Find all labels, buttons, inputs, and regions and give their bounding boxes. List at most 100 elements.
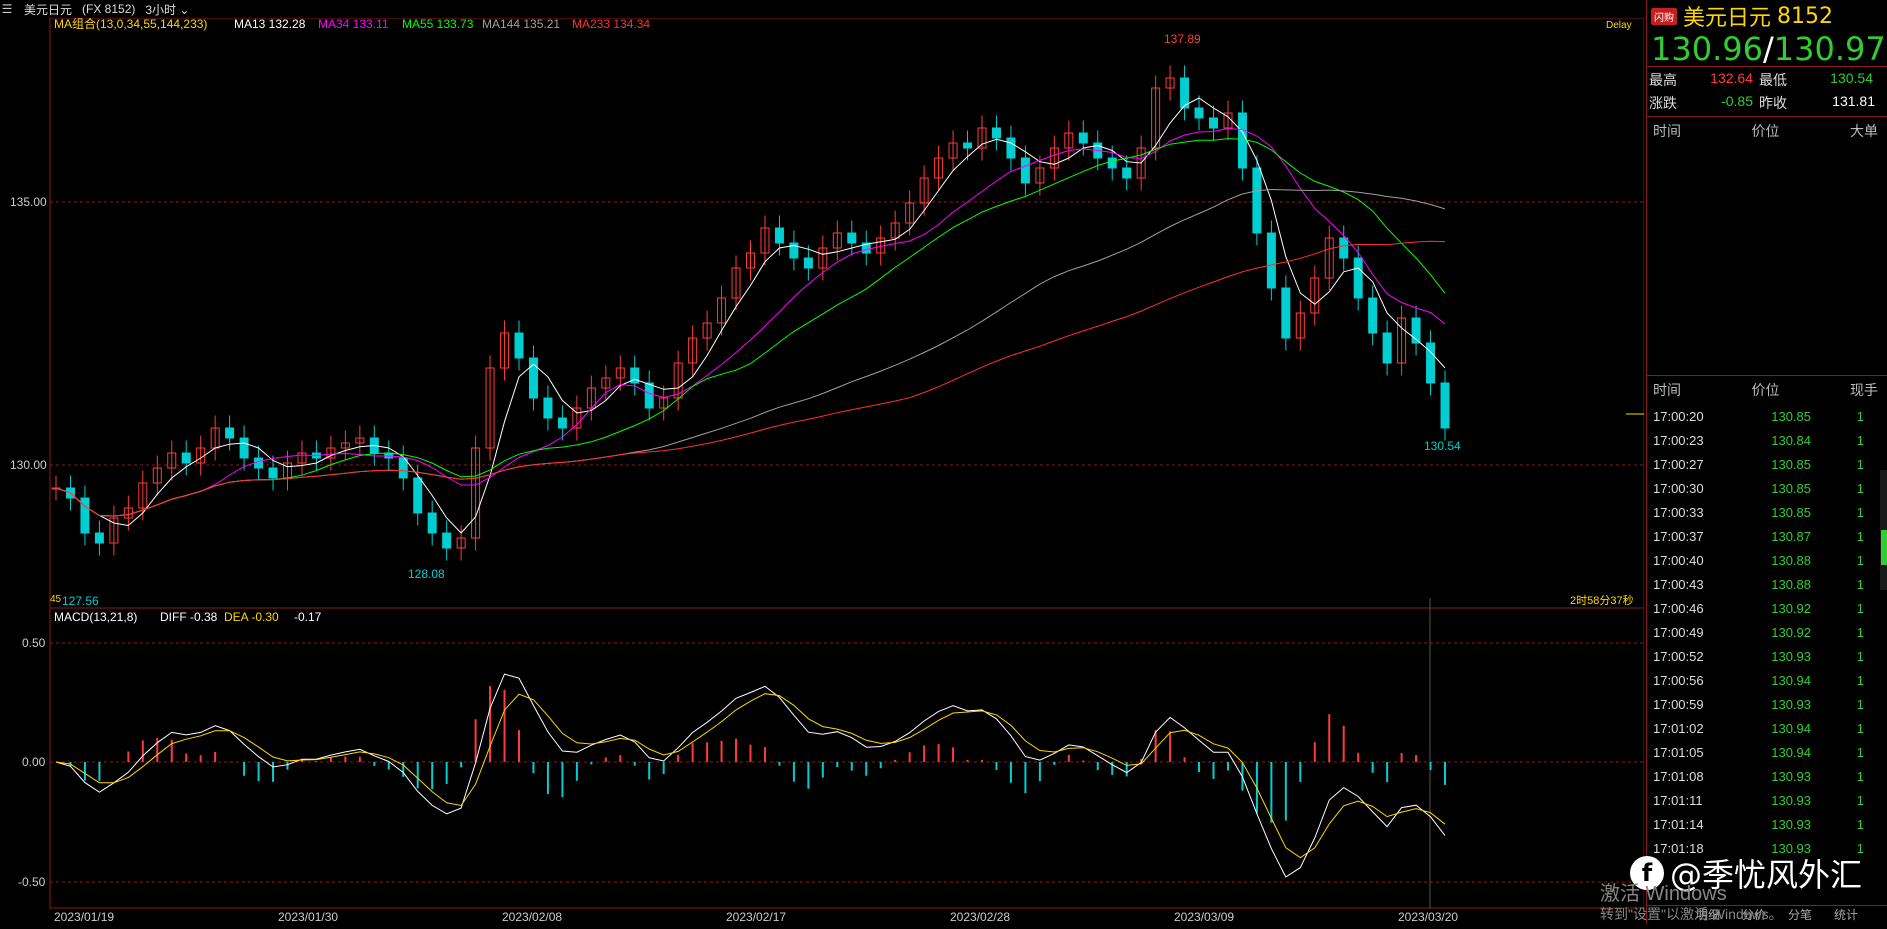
ma-legend: MA组合(13,0,34,55,144,233) MA13 132.28 MA3… (54, 18, 650, 31)
ma13-label: MA13 132.28 (234, 18, 306, 31)
tick-price: 130.93 (1771, 816, 1811, 832)
tick-row: 17:00:49 130.92 1 (1647, 620, 1887, 644)
tab-detail[interactable]: 明细 (1696, 908, 1721, 922)
tick-volume: 1 (1856, 768, 1864, 784)
tab-stats[interactable]: 统计 (1834, 908, 1859, 922)
y-label-135: 135.00 (10, 195, 47, 209)
price-chart-svg[interactable]: 135.00 130.00 0.50 0.00 -0.50 MA组合(13,0,… (0, 16, 1645, 924)
tab-trades[interactable]: 分笔 (1788, 908, 1813, 922)
candle-body (832, 232, 842, 249)
low-value: 130.54 (1830, 70, 1873, 86)
change-value: -0.85 (1721, 93, 1753, 109)
candle-body (673, 362, 683, 399)
quote-title: 闪购 美元日元 8152 (1647, 0, 1887, 32)
candle-body (1281, 287, 1291, 339)
candle-body (615, 367, 625, 379)
candle-body (1339, 237, 1349, 259)
tick-volume: 1 (1856, 672, 1864, 688)
period-selector[interactable]: 3小时 ⌄ (145, 2, 190, 17)
candle-body (326, 447, 336, 459)
candle-body (1368, 297, 1378, 334)
candle-body (1266, 232, 1276, 289)
tick-time: 17:00:43 (1653, 576, 1704, 592)
tab-price[interactable]: 分价 (1742, 908, 1767, 922)
candle-body (991, 127, 1001, 139)
candle-body (355, 437, 365, 444)
ma34-label: MA34 133.11 (318, 18, 389, 31)
ticks-list[interactable]: 17:00:20 130.85 1 17:00:23 130.84 1 17:00:27 13… (1647, 404, 1887, 860)
tick-price: 130.84 (1771, 432, 1811, 448)
tick-row: 17:00:23 130.84 1 (1647, 428, 1887, 452)
quote-code: 8152 (1777, 3, 1834, 29)
big-orders-header: 时间 价位 大单 (1647, 117, 1887, 145)
x-label-0: 2023/01/19 (54, 910, 114, 924)
candle-body (1180, 77, 1190, 109)
tick-price: 130.93 (1771, 840, 1811, 856)
candle-body (1194, 107, 1204, 119)
candle-body (340, 442, 350, 449)
x-label-3: 2023/02/17 (726, 910, 786, 924)
panel-tabs: 明细 分价 分笔 统计 (1646, 905, 1887, 924)
tick-row: 17:00:56 130.94 1 (1647, 668, 1887, 692)
tick-time: 17:01:14 (1653, 816, 1704, 832)
tick-row: 17:00:59 130.93 1 (1647, 692, 1887, 716)
candles-group (51, 65, 1450, 561)
tick-volume: 1 (1856, 840, 1864, 856)
quote-symbol: 美元日元 (1683, 6, 1772, 31)
candle-body (528, 357, 538, 399)
tick-price: 130.93 (1771, 792, 1811, 808)
candle-body (1295, 312, 1305, 339)
candle-body (760, 227, 770, 254)
macd-y-000: 0.00 (22, 755, 46, 769)
chart-area[interactable]: 135.00 130.00 0.50 0.00 -0.50 MA组合(13,0,… (0, 16, 1645, 924)
brand-logo-icon: f (1630, 856, 1664, 890)
tick-volume: 1 (1856, 816, 1864, 832)
macd-pane-frame (49, 607, 1645, 909)
tick-price: 130.87 (1771, 528, 1811, 544)
candle-body (239, 437, 249, 459)
tick-row: 17:00:37 130.87 1 (1647, 524, 1887, 548)
candle-body (861, 242, 871, 254)
tick-volume: 1 (1856, 696, 1864, 712)
candle-body (557, 417, 567, 429)
tick-row: 17:00:43 130.88 1 (1647, 572, 1887, 596)
ticks-hdr-time: 时间 (1653, 382, 1681, 398)
x-label-6: 2023/03/20 (1398, 910, 1458, 924)
tick-time: 17:00:59 (1653, 696, 1704, 712)
candle-body (413, 477, 423, 514)
ma55-line (55, 138, 1446, 517)
main-pane-frame (49, 17, 1645, 609)
candle-body (977, 127, 987, 149)
scroll-thumb[interactable] (1881, 530, 1887, 565)
diff-line (55, 673, 1446, 878)
ticks-scrollbar[interactable] (1880, 470, 1887, 590)
x-label-5: 2023/03/09 (1174, 910, 1234, 924)
tick-row: 17:01:08 130.93 1 (1647, 764, 1887, 788)
tick-volume: 1 (1856, 648, 1864, 664)
macd-group (55, 673, 1446, 878)
ma55-label: MA55 133.73 (402, 18, 474, 31)
candle-body (1237, 112, 1247, 169)
tick-price: 130.93 (1771, 696, 1811, 712)
x-label-1: 2023/01/30 (278, 910, 338, 924)
candle-body (138, 482, 148, 509)
low-label: 最低 (1759, 72, 1787, 88)
change-label: 涨跌 (1649, 95, 1677, 111)
candle-body (572, 407, 582, 429)
candle-body (803, 257, 813, 269)
high-value: 132.64 (1710, 70, 1753, 86)
candle-body (1310, 277, 1320, 314)
hdr-time: 时间 (1653, 123, 1681, 139)
tick-volume: 1 (1856, 576, 1864, 592)
big-orders-area[interactable]: 时间 价位 大单 (1647, 117, 1887, 376)
countdown-label: 2时58分37秒 (1570, 593, 1634, 607)
menu-icon[interactable]: ☰ (1, 2, 13, 16)
symbol-name[interactable]: 美元日元 (24, 2, 73, 17)
macd-y-neg050: -0.50 (18, 875, 46, 889)
ma144-line (55, 188, 1446, 517)
tick-price: 130.93 (1771, 768, 1811, 784)
tick-row: 17:01:05 130.94 1 (1647, 740, 1887, 764)
candle-body (1049, 147, 1059, 169)
candle-body (818, 247, 828, 269)
candle-body (1411, 317, 1421, 344)
